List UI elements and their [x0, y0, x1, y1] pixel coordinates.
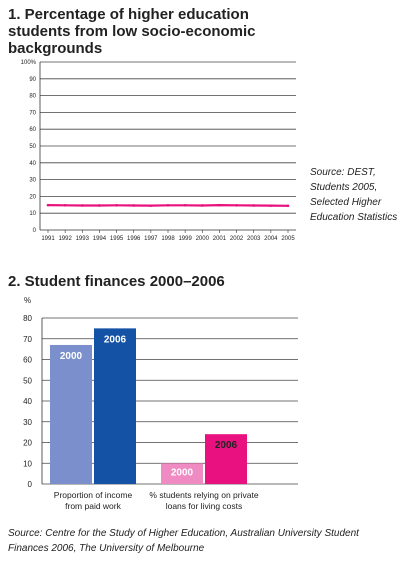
- chart1-source: Source: DEST, Students 2005, Selected Hi…: [310, 167, 398, 223]
- chart1-data-point: [115, 204, 118, 207]
- chart1-data-point: [286, 204, 290, 208]
- chart1-data-point: [98, 204, 101, 207]
- chart2-ytick-label: 10: [23, 459, 32, 468]
- chart1-data-point: [63, 204, 67, 207]
- chart2-bar: [50, 344, 92, 484]
- chart2-ytick-label: 80: [23, 314, 32, 323]
- chart1-xtick-label: 1996: [127, 236, 141, 242]
- chart1-xtick-label: 2000: [196, 236, 210, 242]
- chart1-data-point: [252, 204, 256, 207]
- chart1-xtick-label: 1997: [144, 236, 158, 242]
- chart1-xtick-label: 2004: [264, 236, 278, 242]
- chart1-data-point: [218, 203, 221, 207]
- chart2-ytick-label: 20: [23, 439, 32, 448]
- chart1-title: 1. Percentage of higher education studen…: [8, 6, 256, 57]
- chart1-ytick-label: 10: [29, 211, 36, 217]
- chart2-category-label: loans for living costs: [166, 501, 243, 511]
- chart1-xtick-label: 2001: [213, 236, 227, 242]
- chart1-xtick-label: 1991: [41, 236, 55, 242]
- chart1-ytick-label: 50: [29, 144, 36, 150]
- chart2-bar: [205, 434, 247, 484]
- chart2-y-axis-unit: %: [24, 296, 31, 305]
- chart1-data-point: [269, 204, 273, 207]
- chart1-data-point: [235, 204, 238, 207]
- chart2-ytick-label: 70: [23, 335, 32, 344]
- chart2-bar: [161, 463, 203, 484]
- chart1-xtick-label: 1993: [76, 236, 90, 242]
- chart2-bar: [94, 328, 136, 484]
- chart1-ytick-label: 20: [29, 194, 36, 200]
- chart1-xtick-label: 1995: [110, 236, 124, 242]
- chart2-bar-label: 2006: [104, 334, 127, 345]
- chart1-ytick-label: 40: [29, 161, 36, 167]
- chart1-data-point: [132, 204, 136, 207]
- chart1-data-point: [200, 204, 204, 207]
- chart2-ytick-label: 30: [23, 418, 32, 427]
- chart2-bar-label: 2000: [60, 351, 83, 362]
- chart1-data-point: [80, 204, 84, 207]
- chart2-ytick-label: 40: [23, 397, 32, 406]
- chart1-ytick-label: 80: [29, 94, 36, 100]
- chart1-xtick-label: 1994: [93, 236, 107, 242]
- chart1-ytick-label: 70: [29, 110, 36, 116]
- chart2-bar-label: 2000: [171, 467, 194, 478]
- chart2-ytick-label: 50: [23, 376, 32, 385]
- chart2-ytick-label: 0: [28, 480, 33, 489]
- chart2-category-label: from paid work: [65, 501, 121, 511]
- chart1-data-point: [166, 204, 170, 207]
- chart2-category-label: Proportion of income: [54, 490, 133, 500]
- chart2-ytick-label: 60: [23, 356, 32, 365]
- chart1-data-point: [149, 204, 153, 207]
- chart1-ytick-label: 60: [29, 127, 36, 133]
- chart2-title: 2. Student finances 2000–2006: [8, 273, 225, 290]
- chart1-ytick-label: 0: [33, 228, 37, 234]
- chart1-xtick-label: 1999: [178, 236, 192, 242]
- chart1-data-point: [183, 204, 187, 207]
- chart1-data-point: [46, 203, 50, 207]
- chart1-xtick-label: 2002: [230, 236, 244, 242]
- chart2-source: Source: Centre for the Study of Higher E…: [8, 528, 359, 554]
- chart1-xtick-label: 1992: [58, 236, 72, 242]
- chart1-xtick-label: 2003: [247, 236, 261, 242]
- chart1-ytick-label: 90: [29, 77, 36, 83]
- chart2-category-label: % students relying on private: [149, 490, 258, 500]
- chart2-bar-label: 2006: [215, 440, 238, 451]
- chart1-xtick-label: 2005: [281, 236, 295, 242]
- chart1-ytick-label: 30: [29, 178, 36, 184]
- chart1-ytick-label: 100%: [21, 60, 37, 66]
- chart1-xtick-label: 1998: [161, 236, 175, 242]
